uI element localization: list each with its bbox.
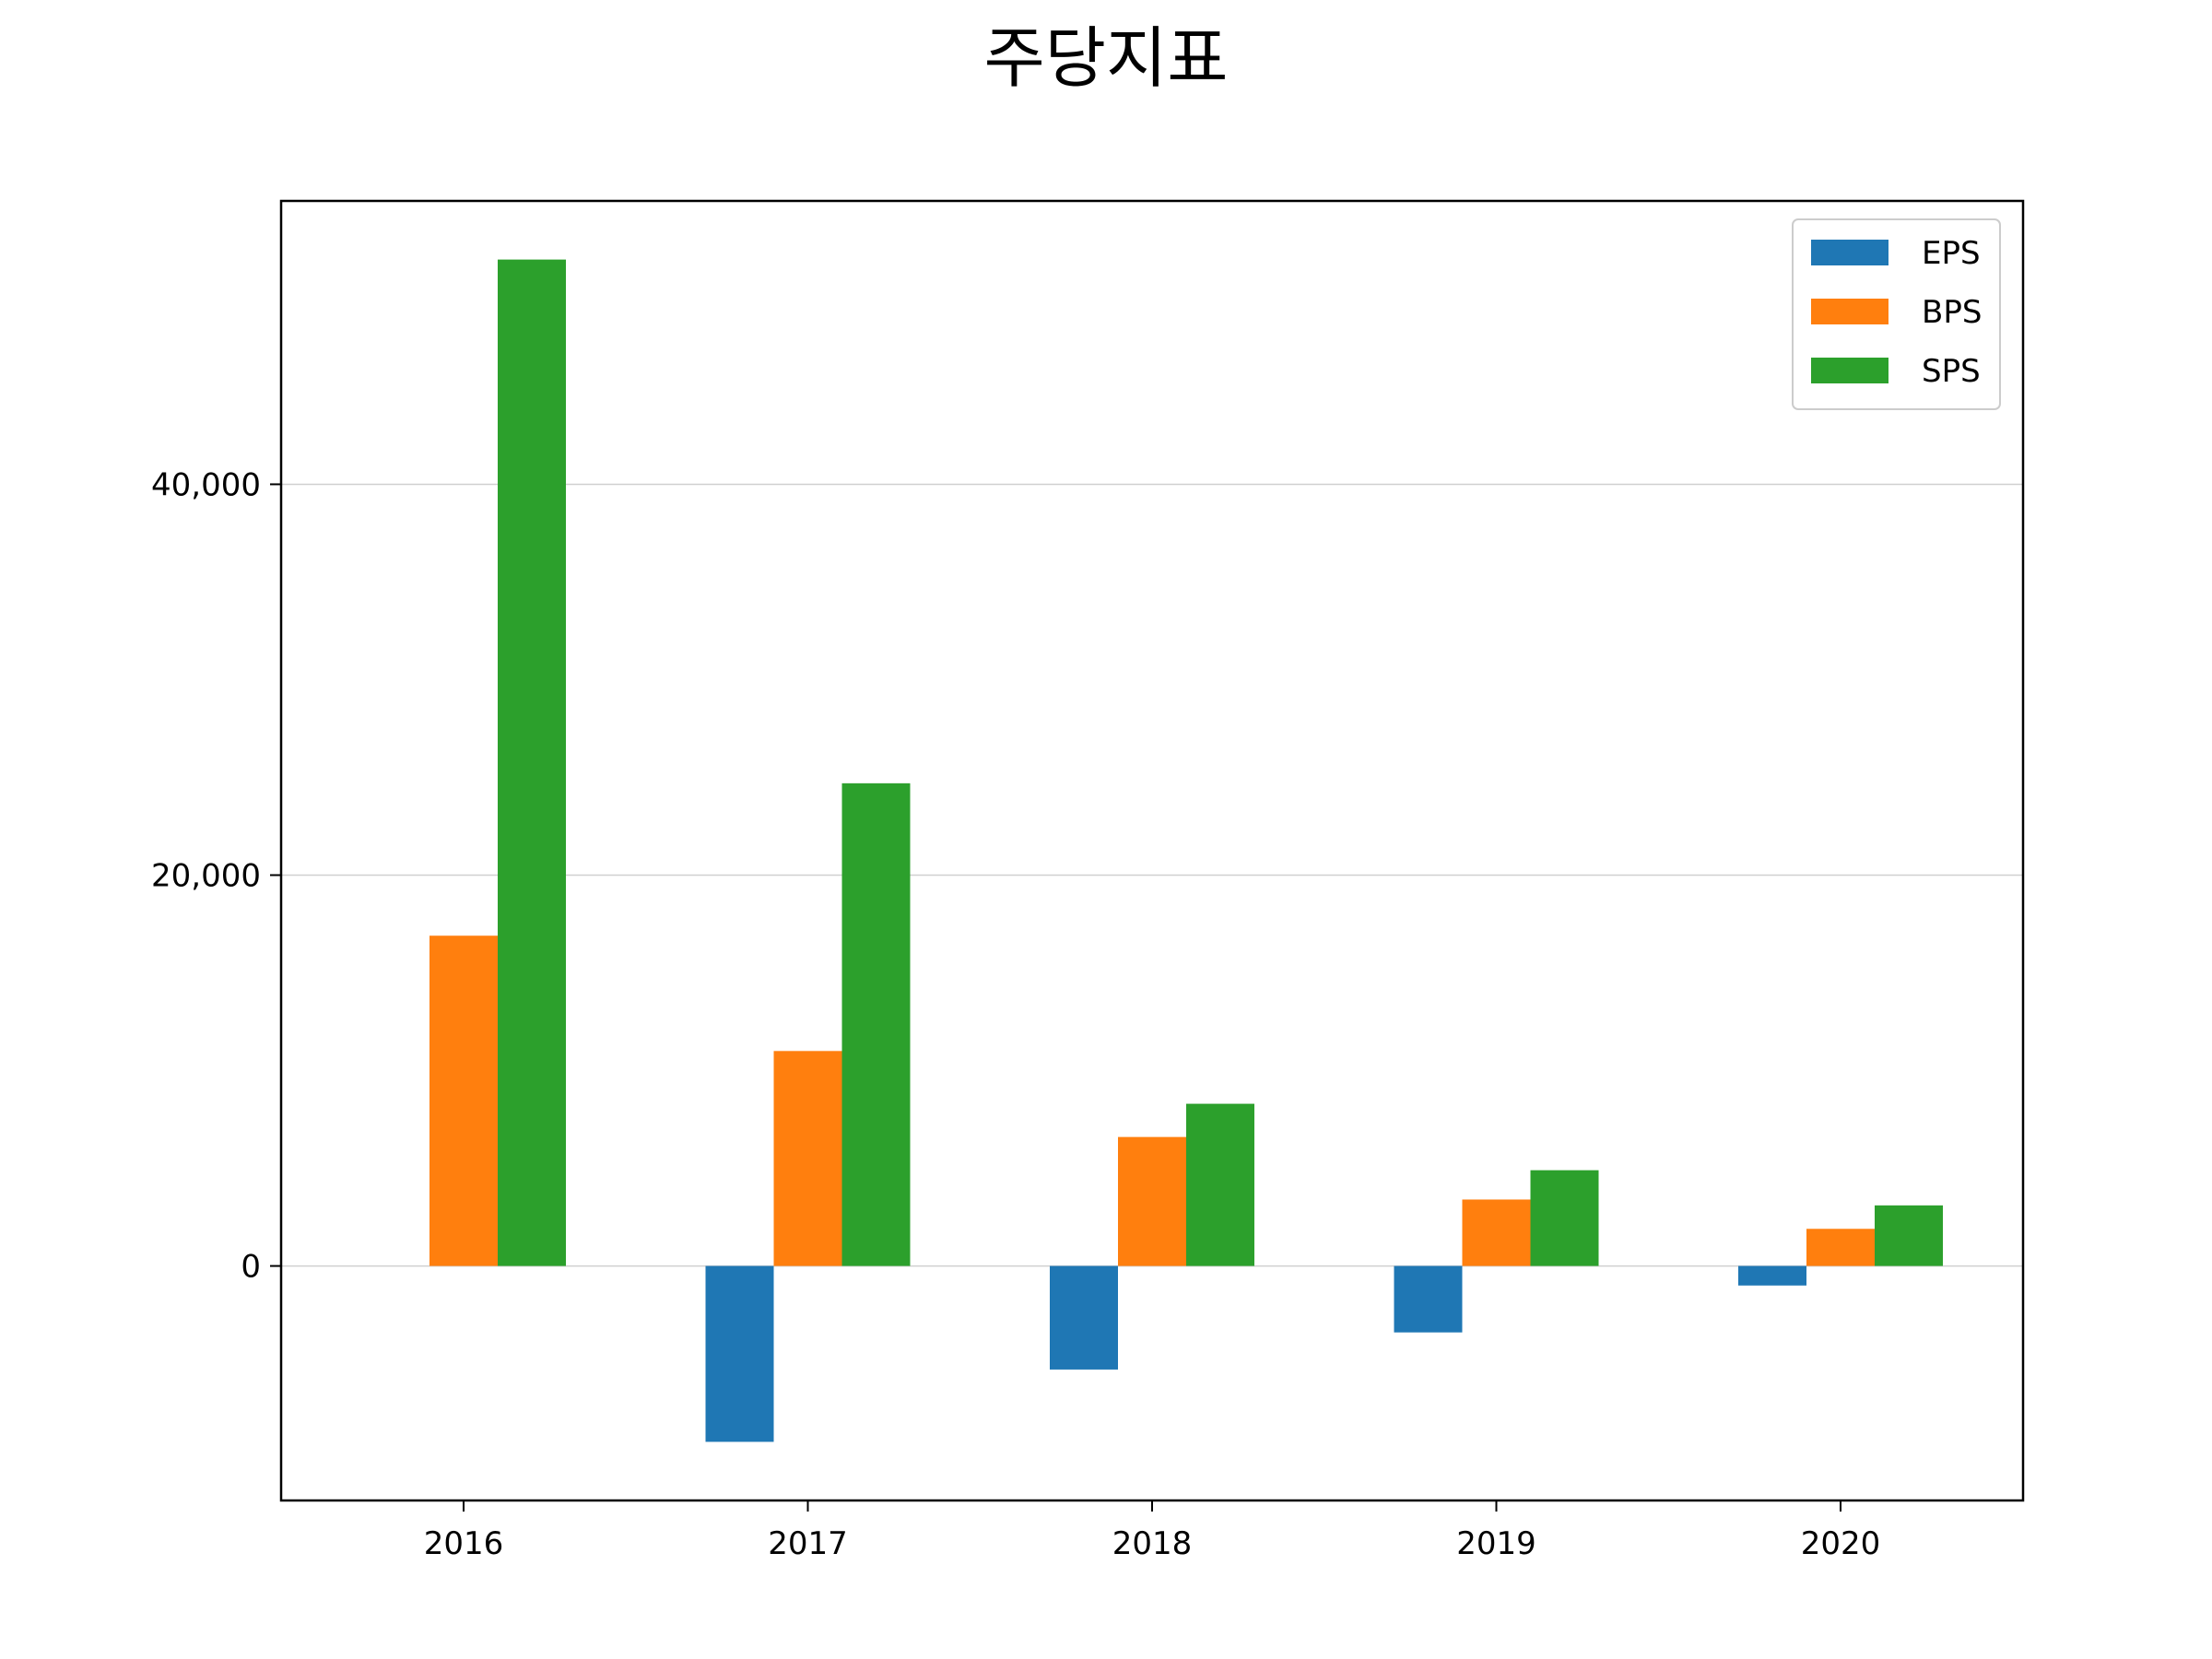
bar-eps-2017 bbox=[705, 1265, 774, 1442]
legend-label-eps: EPS bbox=[1922, 235, 1981, 272]
axes: 0 20,000 40,000 2016 2017 2018 2019 2020 bbox=[151, 466, 1880, 1562]
bar-bps-2019 bbox=[1462, 1199, 1531, 1266]
bar-sps-2020 bbox=[1875, 1205, 1943, 1266]
bar-sps-2016 bbox=[498, 259, 566, 1266]
legend-swatch-bps bbox=[1811, 299, 1888, 324]
bar-bps-2018 bbox=[1118, 1136, 1186, 1266]
y-tick-label: 40,000 bbox=[151, 466, 261, 503]
bars bbox=[429, 259, 1943, 1442]
bar-bps-2020 bbox=[1806, 1229, 1875, 1266]
legend-label-sps: SPS bbox=[1922, 353, 1981, 390]
bar-eps-2018 bbox=[1050, 1265, 1118, 1370]
bar-sps-2017 bbox=[841, 782, 911, 1266]
bar-eps-2019 bbox=[1394, 1265, 1463, 1333]
legend-label-bps: BPS bbox=[1922, 294, 1982, 331]
bar-sps-2018 bbox=[1186, 1103, 1254, 1266]
legend-swatch-eps bbox=[1811, 240, 1888, 265]
y-tick-label: 0 bbox=[241, 1249, 261, 1286]
x-tick-label: 2019 bbox=[1456, 1525, 1536, 1562]
x-tick-label: 2017 bbox=[768, 1525, 848, 1562]
bar-eps-2020 bbox=[1738, 1265, 1806, 1286]
bar-bps-2016 bbox=[429, 935, 498, 1266]
x-tick-label: 2018 bbox=[1112, 1525, 1193, 1562]
legend: EPS BPS SPS bbox=[1792, 218, 2001, 410]
grid-lines bbox=[281, 483, 2023, 1267]
bar-sps-2019 bbox=[1530, 1170, 1599, 1266]
legend-swatch-sps bbox=[1811, 358, 1888, 383]
y-tick-label: 20,000 bbox=[151, 858, 261, 895]
x-tick-label: 2020 bbox=[1801, 1525, 1881, 1562]
bar-bps-2017 bbox=[773, 1051, 842, 1266]
chart-title: 주당지표 bbox=[984, 19, 1229, 97]
x-tick-label: 2016 bbox=[424, 1525, 504, 1562]
